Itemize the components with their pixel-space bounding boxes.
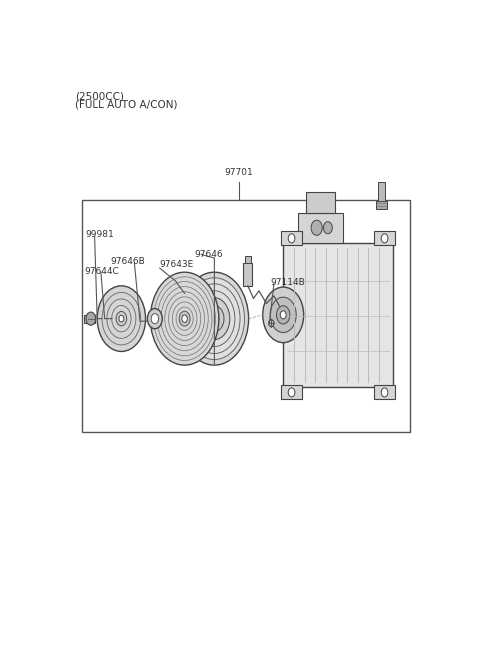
Circle shape <box>151 314 158 323</box>
Text: 97701: 97701 <box>224 168 253 177</box>
Bar <box>281 232 302 245</box>
Bar <box>84 315 96 323</box>
Circle shape <box>210 313 219 325</box>
Bar <box>83 200 409 432</box>
Circle shape <box>381 234 388 243</box>
Circle shape <box>194 291 235 346</box>
Circle shape <box>205 306 224 332</box>
Circle shape <box>288 388 295 397</box>
Circle shape <box>288 234 295 243</box>
Circle shape <box>276 306 290 324</box>
Circle shape <box>184 277 244 359</box>
Bar <box>283 243 393 387</box>
Bar <box>376 201 386 209</box>
Circle shape <box>381 388 388 397</box>
Bar <box>305 192 335 213</box>
Circle shape <box>86 312 96 325</box>
Circle shape <box>199 298 230 340</box>
Circle shape <box>189 284 240 354</box>
Bar <box>298 213 343 243</box>
Text: 99981: 99981 <box>85 230 114 239</box>
Circle shape <box>116 312 127 326</box>
Circle shape <box>263 287 304 342</box>
Circle shape <box>324 222 332 234</box>
Circle shape <box>97 286 145 352</box>
Circle shape <box>182 315 187 322</box>
Bar <box>374 385 395 400</box>
Text: 97644C: 97644C <box>84 267 119 276</box>
Text: (FULL AUTO A/CON): (FULL AUTO A/CON) <box>75 100 178 110</box>
Bar <box>374 232 395 245</box>
Bar <box>378 182 385 203</box>
Circle shape <box>147 308 162 329</box>
Text: 97643E: 97643E <box>160 260 194 268</box>
Circle shape <box>269 319 274 327</box>
Circle shape <box>280 311 286 319</box>
Text: 97646B: 97646B <box>110 257 145 266</box>
Circle shape <box>179 311 190 326</box>
Circle shape <box>270 297 296 333</box>
Circle shape <box>180 272 249 365</box>
Circle shape <box>150 272 219 365</box>
Text: (2500CC): (2500CC) <box>75 91 124 101</box>
Circle shape <box>311 220 322 236</box>
Text: 97114B: 97114B <box>270 277 305 287</box>
Circle shape <box>119 316 124 322</box>
Bar <box>281 385 302 400</box>
Text: 97646: 97646 <box>194 250 223 259</box>
Bar <box>245 255 251 263</box>
Bar <box>243 263 252 286</box>
